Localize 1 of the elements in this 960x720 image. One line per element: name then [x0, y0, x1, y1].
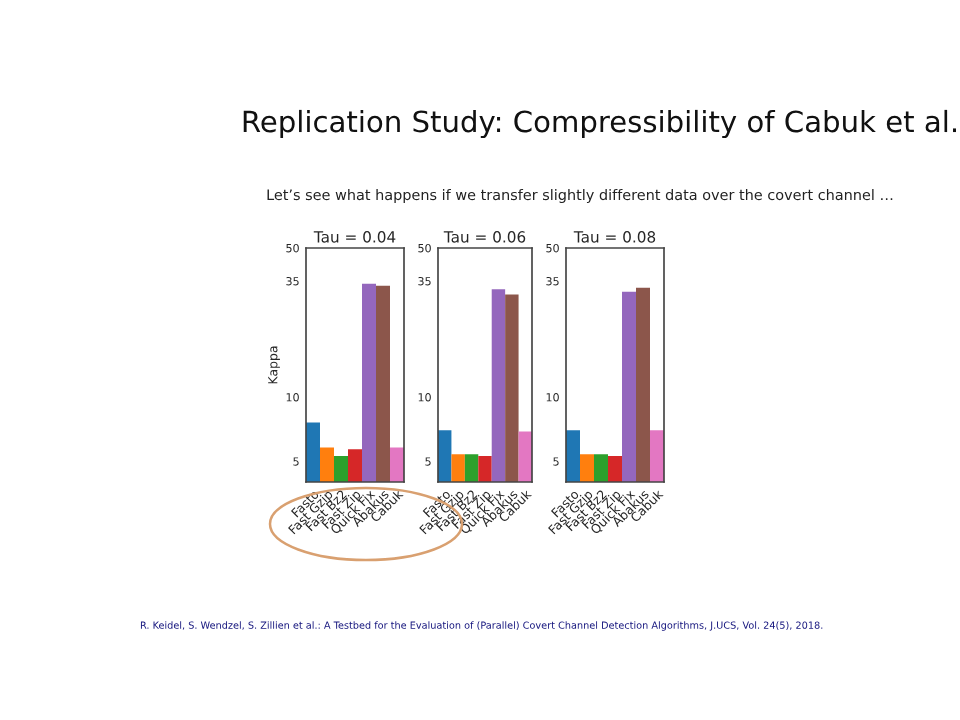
text: Replication Study: Compressibility of Cabuk et al.: [243, 109, 956, 139]
